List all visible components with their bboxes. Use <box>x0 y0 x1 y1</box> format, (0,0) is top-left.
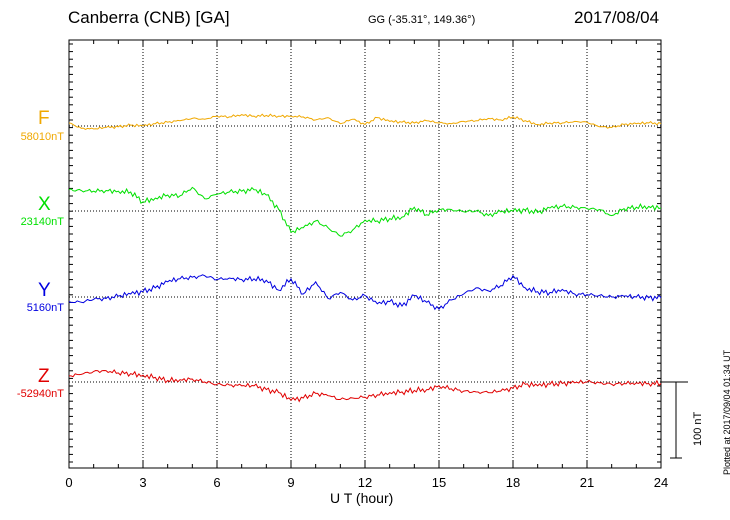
x-tick-label: 6 <box>213 475 221 490</box>
plotted-timestamp: Plotted at 2017/09/04 01:34 UT <box>722 349 730 475</box>
station-coordinates: GG (-35.31°, 149.36°) <box>368 14 476 26</box>
x-tick-label: 3 <box>139 475 147 490</box>
channel-letter-z: Z <box>38 366 50 387</box>
x-tick-label: 9 <box>287 475 295 490</box>
x-tick-label: 15 <box>431 475 447 490</box>
x-tick-label: 24 <box>653 475 669 490</box>
series-line-f <box>68 113 662 130</box>
x-tick-label: 21 <box>579 475 595 490</box>
x-tick-label: 18 <box>505 475 521 490</box>
channel-baseline-f: 58010nT <box>20 131 64 143</box>
channel-letter-y: Y <box>38 280 51 301</box>
channel-baseline-x: 23140nT <box>20 216 64 228</box>
x-tick-label: 0 <box>65 475 73 490</box>
x-axis-title: U T (hour) <box>330 490 394 506</box>
grid-layer <box>69 40 661 468</box>
series-line-y <box>68 274 662 311</box>
channel-baseline-z: -52940nT <box>16 388 64 400</box>
series-line-z <box>69 369 662 403</box>
channel-letter-x: X <box>38 194 51 215</box>
series-line-x <box>68 186 662 237</box>
date-label: 2017/08/04 <box>574 8 660 27</box>
series-layer <box>68 113 662 403</box>
channel-baseline-y: 5160nT <box>26 302 64 314</box>
plot-frame <box>68 39 688 469</box>
x-tick-label: 12 <box>357 475 373 490</box>
scale-bar-label: 100 nT <box>692 411 704 446</box>
channel-letter-f: F <box>38 108 50 129</box>
station-title: Canberra (CNB) [GA] <box>68 8 230 27</box>
